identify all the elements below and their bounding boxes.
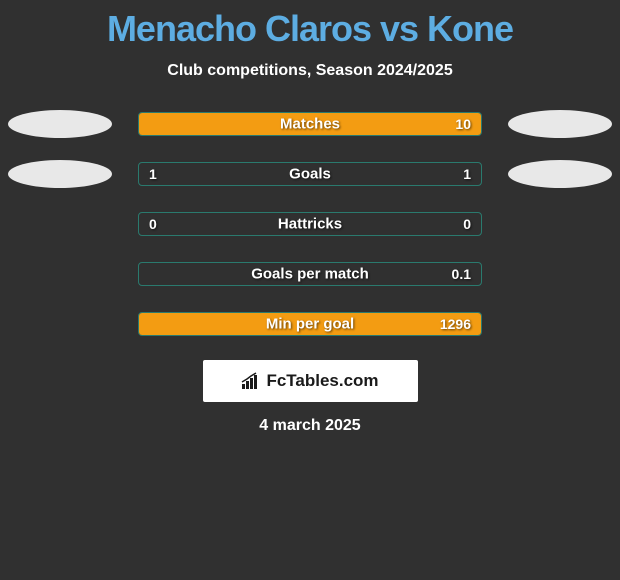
footer-date: 4 march 2025 (0, 417, 620, 435)
stat-bar: 1 Goals 1 (138, 162, 482, 186)
stat-label: Min per goal (266, 316, 354, 333)
stat-row: Goals per match 0.1 (0, 260, 620, 288)
stat-bar: Min per goal 1296 (138, 312, 482, 336)
stats-container: Menacho Claros vs Kone Club competitions… (0, 0, 620, 435)
stat-value-right: 0.1 (452, 266, 471, 282)
stat-row: 0 Hattricks 0 (0, 210, 620, 238)
logo-label: FcTables.com (266, 371, 378, 391)
stat-label: Hattricks (278, 216, 342, 233)
stat-value-left: 0 (149, 216, 157, 232)
chart-icon (241, 372, 261, 390)
player-avatar-right (508, 110, 612, 138)
player-avatar-right (508, 260, 612, 288)
stat-bar: 0 Hattricks 0 (138, 212, 482, 236)
stat-value-left: 1 (149, 166, 157, 182)
stat-label: Goals (289, 166, 331, 183)
stats-area: Matches101Goals10Hattricks0Goals per mat… (0, 110, 620, 338)
player-avatar-left (8, 260, 112, 288)
page-subtitle: Club competitions, Season 2024/2025 (0, 62, 620, 80)
player-avatar-right (508, 310, 612, 338)
stat-row: Matches 10 (0, 110, 620, 138)
player-avatar-left (8, 310, 112, 338)
stat-value-right: 1296 (440, 316, 471, 332)
player-avatar-right (508, 160, 612, 188)
stat-bar: Goals per match 0.1 (138, 262, 482, 286)
player-avatar-left (8, 210, 112, 238)
stat-value-right: 0 (463, 216, 471, 232)
logo-text: FcTables.com (241, 371, 378, 391)
stat-label: Matches (280, 116, 340, 133)
player-avatar-left (8, 160, 112, 188)
player-avatar-left (8, 110, 112, 138)
player-avatar-right (508, 210, 612, 238)
page-title: Menacho Claros vs Kone (0, 8, 620, 50)
stat-value-right: 10 (455, 116, 471, 132)
stat-value-right: 1 (463, 166, 471, 182)
logo-box[interactable]: FcTables.com (203, 360, 418, 402)
stat-label: Goals per match (251, 266, 369, 283)
stat-row: 1 Goals 1 (0, 160, 620, 188)
stat-bar: Matches 10 (138, 112, 482, 136)
stat-row: Min per goal 1296 (0, 310, 620, 338)
